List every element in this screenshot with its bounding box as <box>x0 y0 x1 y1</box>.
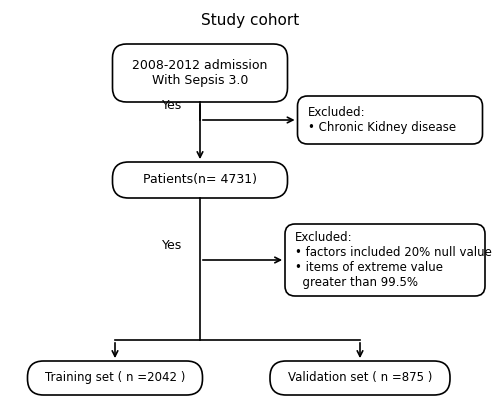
Text: Excluded:
• Chronic Kidney disease: Excluded: • Chronic Kidney disease <box>308 106 456 134</box>
Text: Yes: Yes <box>162 239 182 252</box>
Text: Training set ( n =2042 ): Training set ( n =2042 ) <box>45 372 185 384</box>
FancyBboxPatch shape <box>270 361 450 395</box>
Text: Patients(n= 4731): Patients(n= 4731) <box>143 173 257 186</box>
FancyBboxPatch shape <box>28 361 203 395</box>
Text: Study cohort: Study cohort <box>201 13 299 28</box>
FancyBboxPatch shape <box>285 224 485 296</box>
FancyBboxPatch shape <box>298 96 482 144</box>
Text: 2008-2012 admission
With Sepsis 3.0: 2008-2012 admission With Sepsis 3.0 <box>132 59 268 87</box>
FancyBboxPatch shape <box>112 44 288 102</box>
Text: Yes: Yes <box>162 99 182 112</box>
Text: Validation set ( n =875 ): Validation set ( n =875 ) <box>288 372 432 384</box>
Text: Excluded:
• factors included 20% null value
• items of extreme value
  greater t: Excluded: • factors included 20% null va… <box>295 231 492 289</box>
FancyBboxPatch shape <box>112 162 288 198</box>
